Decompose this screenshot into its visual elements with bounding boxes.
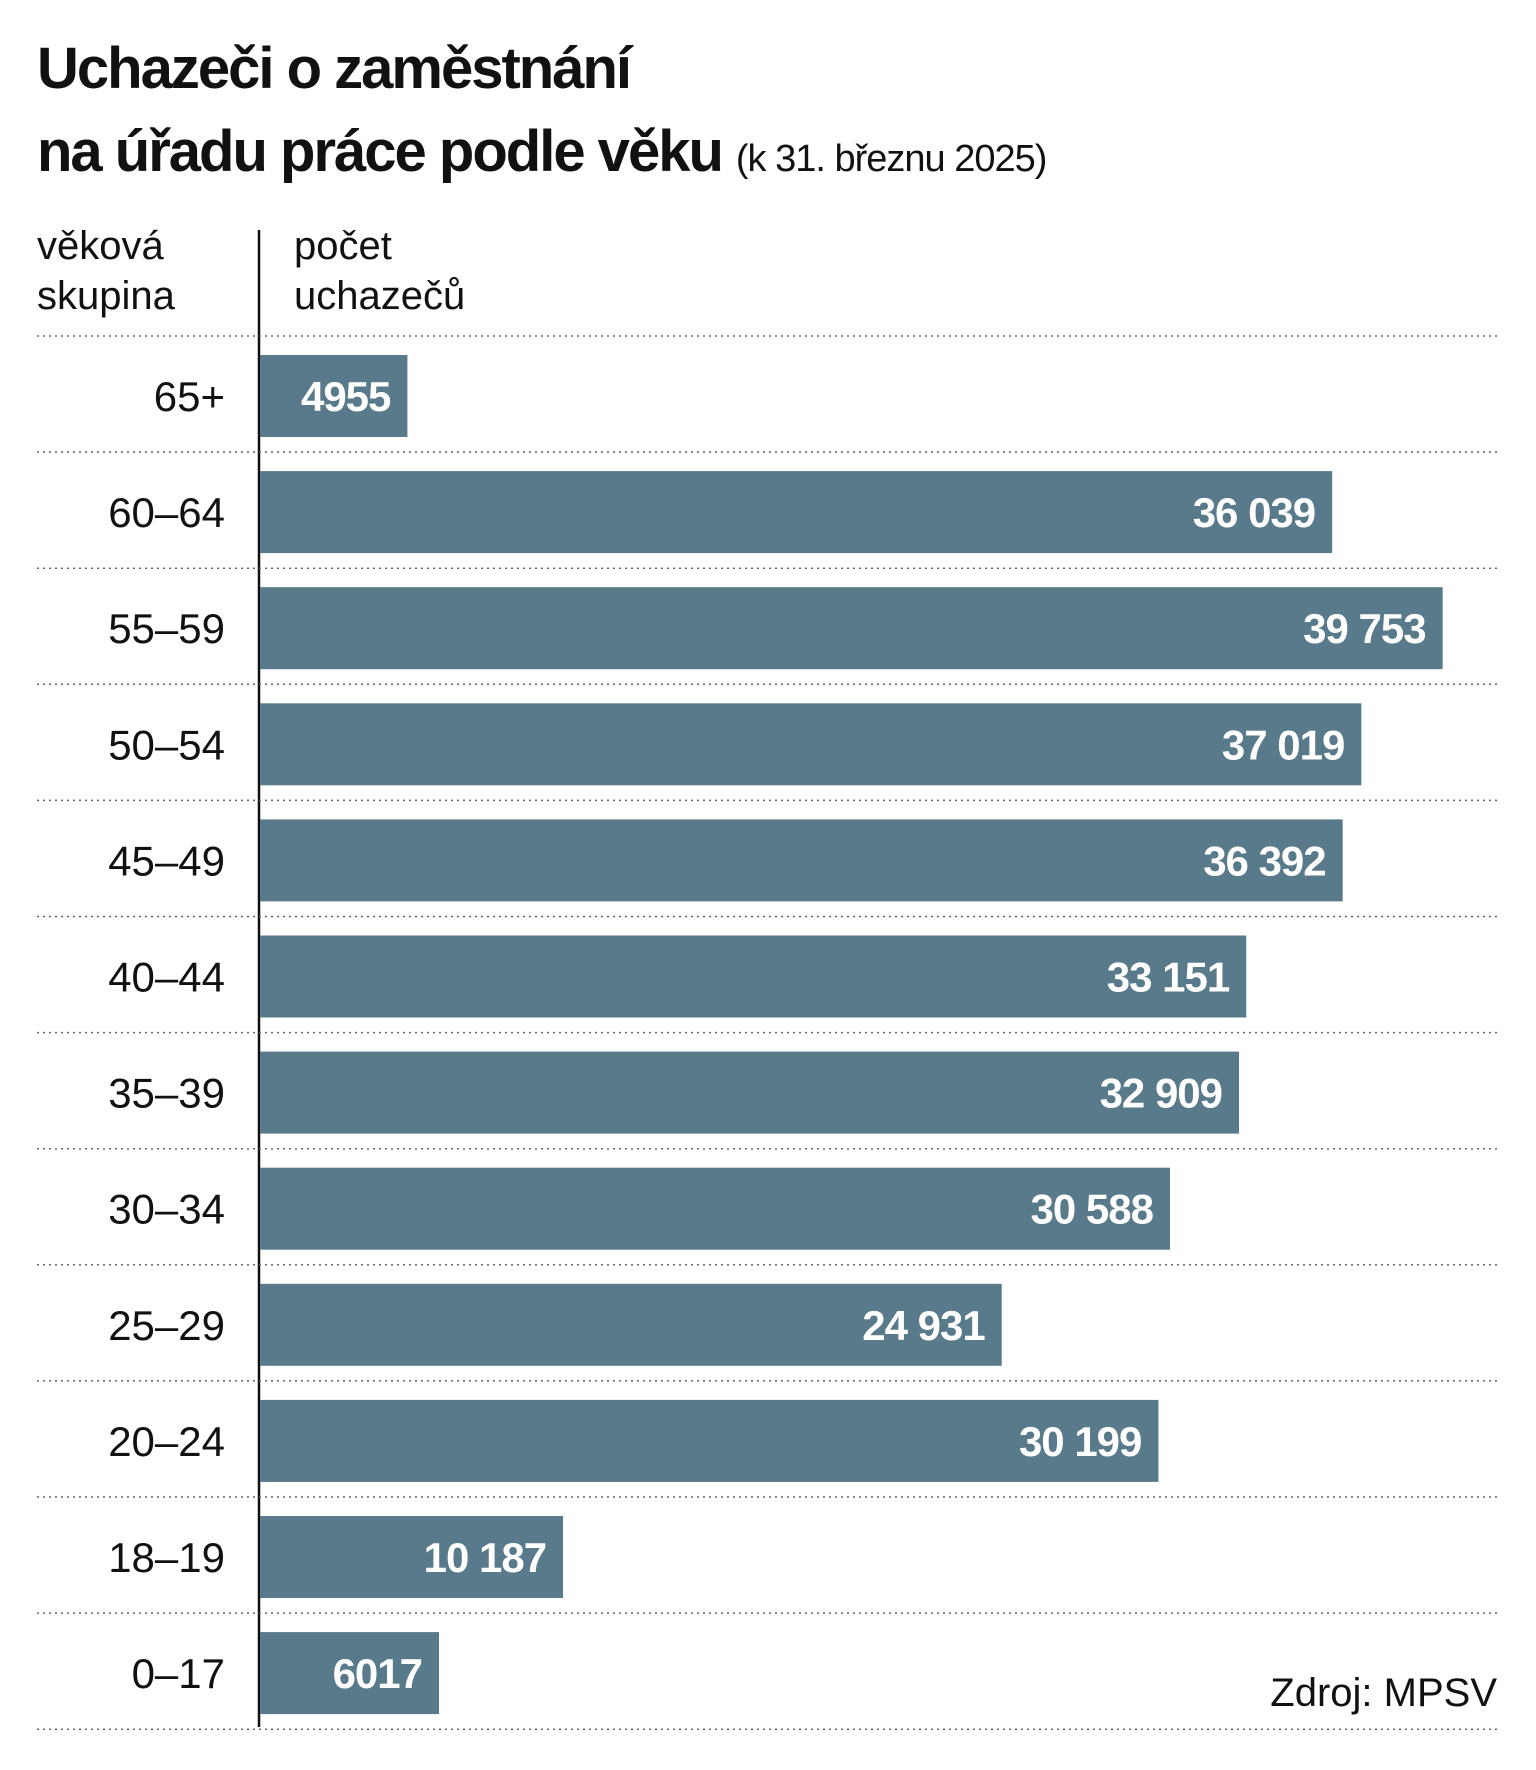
bar	[260, 1167, 1170, 1250]
bar	[260, 1283, 1002, 1366]
bar	[260, 1632, 440, 1715]
chart-title: na úřadu práce podle věku	[37, 119, 722, 184]
y-tick-label: 60–64	[108, 489, 225, 536]
value-label: 36 039	[1193, 489, 1315, 536]
bar	[260, 1051, 1240, 1134]
source: Zdroj: MPSV	[1270, 1671, 1497, 1715]
y-tick-label: 65+	[154, 373, 225, 420]
bar	[260, 703, 1362, 786]
x-axis-label: počet	[294, 224, 392, 268]
y-tick-label: 0–17	[132, 1650, 225, 1697]
y-tick-label: 25–29	[108, 1302, 225, 1349]
value-label: 33 151	[1107, 954, 1230, 1001]
value-label: 30 199	[1019, 1418, 1141, 1465]
value-label: 37 019	[1222, 721, 1344, 768]
y-tick-label: 45–49	[108, 837, 225, 884]
value-label: 24 931	[862, 1302, 985, 1349]
bar	[260, 587, 1443, 670]
y-axis-label: skupina	[37, 274, 176, 318]
value-label: 4955	[301, 373, 391, 420]
y-tick-label: 18–19	[108, 1534, 225, 1581]
bar	[260, 355, 408, 437]
y-tick-label: 35–39	[108, 1070, 225, 1117]
chart-title: Uchazeči o zaměstnání	[37, 36, 634, 101]
value-label: 36 392	[1203, 837, 1325, 884]
value-label: 6017	[333, 1650, 422, 1697]
y-tick-label: 40–44	[108, 954, 225, 1001]
value-label: 10 187	[424, 1534, 546, 1581]
chart-subtitle: (k 31. březnu 2025)	[736, 138, 1047, 180]
y-axis-label: věková	[37, 224, 164, 268]
y-tick-label: 30–34	[108, 1186, 225, 1233]
x-axis-label: uchazečů	[294, 274, 465, 318]
bar	[260, 1516, 564, 1598]
y-tick-label: 50–54	[108, 721, 225, 768]
value-label: 30 588	[1031, 1186, 1154, 1233]
value-label: 32 909	[1100, 1070, 1222, 1117]
bar	[260, 935, 1247, 1018]
bar	[260, 819, 1343, 902]
value-label: 39 753	[1303, 605, 1425, 652]
y-tick-label: 55–59	[108, 605, 225, 652]
bar	[260, 471, 1333, 554]
y-tick-label: 20–24	[108, 1418, 225, 1465]
bar	[260, 1399, 1159, 1482]
